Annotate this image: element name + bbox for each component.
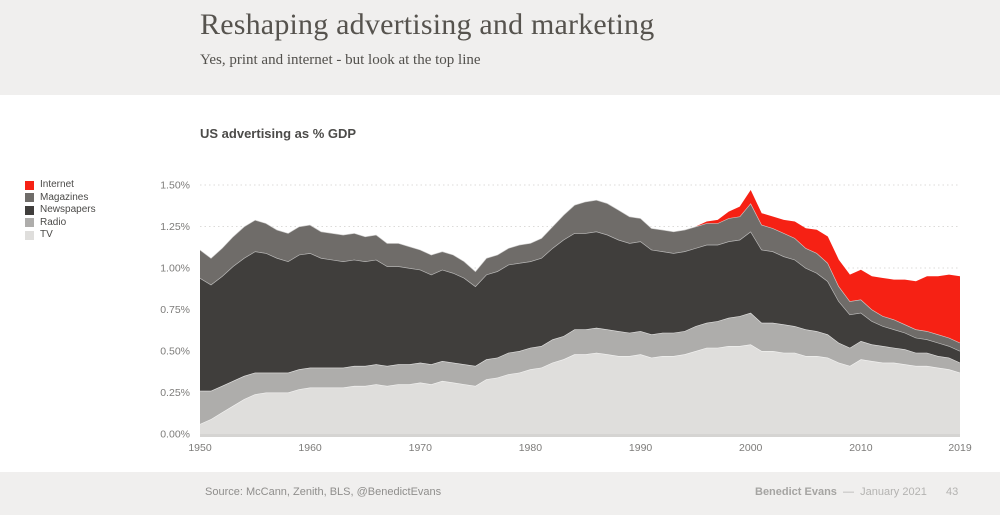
footer-date: January 2021 bbox=[860, 486, 927, 498]
slide-footer: Source: McCann, Zenith, BLS, @BenedictEv… bbox=[0, 472, 1000, 515]
page-number: 43 bbox=[946, 486, 959, 498]
footer-credit: Benedict Evans — January 2021 bbox=[755, 486, 927, 498]
legend-label-tv: TV bbox=[40, 229, 53, 241]
y-axis-tick-label: 0.25% bbox=[160, 387, 190, 399]
legend-item-newspapers: Newspapers bbox=[25, 204, 96, 217]
y-axis-tick-label: 1.00% bbox=[160, 263, 190, 275]
x-axis-tick-label: 2010 bbox=[849, 442, 873, 454]
slide-title: Reshaping advertising and marketing bbox=[200, 8, 655, 41]
y-axis-tick-label: 0.75% bbox=[160, 304, 190, 316]
legend-item-internet: Internet bbox=[25, 179, 96, 192]
legend-label-newspapers: Newspapers bbox=[40, 204, 96, 216]
x-axis-tick-label: 2000 bbox=[739, 442, 763, 454]
legend-label-internet: Internet bbox=[40, 179, 74, 191]
legend-swatch-tv bbox=[25, 230, 34, 240]
stacked-area-chart: 0.00% 0.25% 0.50% 0.75% 1.00% 1.25% 1.50% 1950 1… bbox=[160, 180, 972, 455]
slide-subtitle: Yes, print and internet - but look at th… bbox=[200, 52, 481, 68]
legend-label-radio: Radio bbox=[40, 216, 67, 228]
legend-item-tv: TV bbox=[25, 229, 96, 242]
area-newspapers bbox=[200, 231, 960, 391]
chart-title: US advertising as % GDP bbox=[200, 126, 357, 141]
x-axis-tick-label: 1990 bbox=[629, 442, 653, 454]
legend-swatch-internet bbox=[25, 180, 34, 190]
area-magazines bbox=[200, 199, 960, 351]
x-axis-tick-label: 1980 bbox=[519, 442, 543, 454]
legend-item-radio: Radio bbox=[25, 217, 96, 230]
x-axis-tick-label: 1970 bbox=[409, 442, 433, 454]
slide-header: Reshaping advertising and marketing Yes,… bbox=[0, 0, 1000, 95]
footer-author: Benedict Evans bbox=[755, 486, 837, 498]
legend-label-magazines: Magazines bbox=[40, 191, 89, 203]
legend-swatch-radio bbox=[25, 218, 34, 228]
legend-item-magazines: Magazines bbox=[25, 192, 96, 205]
y-axis-tick-label: 0.50% bbox=[160, 346, 190, 358]
legend-swatch-magazines bbox=[25, 193, 34, 203]
y-axis-tick-label: 0.00% bbox=[160, 429, 190, 441]
x-axis-tick-label: 2019 bbox=[948, 442, 972, 454]
area-radio bbox=[200, 312, 960, 424]
legend-swatch-newspapers bbox=[25, 205, 34, 215]
y-axis-tick-label: 1.25% bbox=[160, 221, 190, 233]
footer-dash: — bbox=[843, 486, 855, 498]
chart-legend: Internet Magazines Newspapers Radio TV bbox=[25, 179, 96, 242]
source-note: Source: McCann, Zenith, BLS, @BenedictEv… bbox=[205, 486, 442, 498]
area-tv bbox=[200, 344, 960, 434]
y-axis-tick-label: 1.50% bbox=[160, 180, 190, 192]
x-axis-tick-label: 1960 bbox=[298, 442, 322, 454]
x-axis-tick-label: 1950 bbox=[188, 442, 212, 454]
